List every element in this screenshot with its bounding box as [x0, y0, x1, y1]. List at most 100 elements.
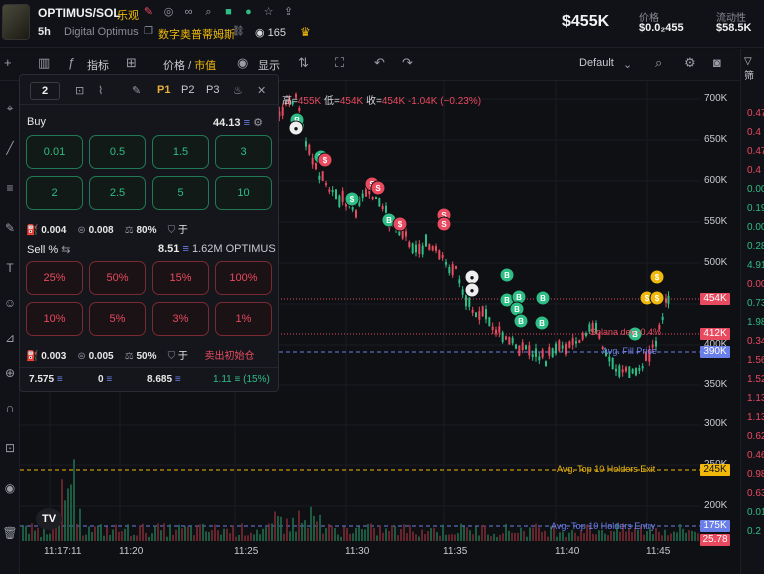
chain-link-icon[interactable]: ⛓: [232, 26, 245, 37]
trophy-icon[interactable]: ♛: [300, 25, 311, 39]
display-button[interactable]: 显示: [258, 60, 280, 72]
sell-button-4[interactable]: 100%: [215, 261, 272, 295]
volume-bar: [130, 536, 132, 541]
volume-bar: [685, 532, 687, 541]
fullscreen-icon[interactable]: ⛶: [335, 55, 345, 70]
sell-button-7[interactable]: 3%: [152, 302, 209, 336]
candle: [365, 186, 367, 197]
trash-tool-icon[interactable]: 🗑: [2, 526, 18, 540]
volume-bar: [241, 523, 243, 541]
token-avatar[interactable]: [2, 4, 30, 40]
crosshair-icon[interactable]: +: [4, 55, 12, 70]
undo-icon[interactable]: ↶: [374, 55, 385, 70]
zoom-tool-icon[interactable]: ⊕: [4, 366, 16, 380]
history-icon[interactable]: ⊡: [75, 85, 85, 97]
emoji-tool-icon[interactable]: ☺: [3, 296, 17, 310]
cursor-tool-icon[interactable]: ⌖: [6, 101, 14, 115]
templates-icon[interactable]: ⊞: [126, 55, 137, 70]
volume-bar: [301, 522, 303, 541]
volume-bar: [208, 531, 210, 541]
buy-button-7[interactable]: 5: [152, 176, 209, 210]
sell-button-6[interactable]: 5%: [89, 302, 146, 336]
trade-marker-label: $: [655, 273, 660, 282]
sell-button-8[interactable]: 1%: [215, 302, 272, 336]
sell-initial-button[interactable]: 卖出初始仓: [204, 351, 255, 362]
copy-icon[interactable]: ❐: [144, 26, 153, 37]
candle: [371, 197, 374, 200]
ruler-tool-icon[interactable]: ⊿: [4, 331, 16, 345]
volume-bar: [232, 525, 234, 541]
flame-icon[interactable]: ♨: [233, 85, 243, 97]
magnet-tool-icon[interactable]: ∩: [5, 401, 15, 415]
volume-bar: [436, 532, 438, 541]
trade-marker-label: B: [632, 330, 638, 339]
volume-bar: [328, 524, 330, 541]
brush-tool-icon[interactable]: ✎: [4, 221, 16, 235]
price-toggle[interactable]: 价格 / 市值: [163, 60, 217, 72]
volume-bar: [514, 532, 516, 541]
layout-select[interactable]: Default: [579, 57, 614, 69]
close-icon[interactable]: ✕: [257, 85, 267, 97]
ohlc-readout: 高=455K 低=454K 收=454K -1.04K (−0.23%): [282, 96, 482, 107]
share-icon[interactable]: ⇪: [283, 6, 294, 18]
buy-settings-row[interactable]: ⛽ 0.004 ⊜ 0.008 ⚖ 80% ⛉ 于: [26, 225, 188, 236]
preset-p1[interactable]: P1: [157, 84, 171, 96]
compare-icon[interactable]: ⇅: [298, 55, 309, 70]
volume-bar: [136, 535, 138, 541]
buy-button-4[interactable]: 3: [215, 135, 272, 169]
search-icon[interactable]: ⌕: [655, 55, 663, 70]
token-icon[interactable]: ●: [245, 6, 252, 18]
text-tool-icon[interactable]: T: [6, 261, 14, 275]
indicators-button[interactable]: 指标: [87, 60, 109, 72]
chart-mini-icon[interactable]: ⌇: [98, 85, 104, 97]
volume-bar: [610, 530, 612, 541]
star-icon[interactable]: ☆: [263, 6, 274, 18]
fib-tool-icon[interactable]: ≡: [6, 181, 14, 195]
stat-invested: 7.575 ≡: [29, 374, 63, 385]
globe-icon[interactable]: ◎: [163, 6, 174, 18]
side-panel: [740, 49, 764, 574]
sell-button-5[interactable]: 10%: [26, 302, 83, 336]
volume-bar: [268, 523, 270, 541]
visibility-tool-icon[interactable]: ◉: [4, 481, 16, 495]
sell-settings-row[interactable]: ⛽ 0.003 ⊜ 0.005 ⚖ 50% ⛉ 于 卖出初始仓: [26, 351, 255, 362]
settings-icon[interactable]: ⚙: [684, 55, 696, 70]
sell-button-1[interactable]: 25%: [26, 261, 83, 295]
market-cap-toggle[interactable]: 市值: [194, 60, 217, 72]
volume-bar: [181, 528, 183, 541]
wallet-count[interactable]: 2: [30, 82, 60, 100]
candle: [571, 338, 574, 345]
trade-marker-label: ●: [470, 273, 475, 282]
candle: [608, 356, 611, 362]
buy-button-5[interactable]: 2: [26, 176, 83, 210]
link-icon[interactable]: ∞: [184, 6, 193, 18]
redo-icon[interactable]: ↷: [402, 55, 413, 70]
indicators-icon[interactable]: ƒ: [68, 55, 76, 70]
camera-icon[interactable]: ◙: [713, 55, 721, 70]
buy-button-3[interactable]: 1.5: [152, 135, 209, 169]
edit-icon[interactable]: ✎: [143, 6, 154, 18]
lock-tool-icon[interactable]: ⊡: [4, 441, 16, 455]
buy-button-1[interactable]: 0.01: [26, 135, 83, 169]
layout-chevron-icon[interactable]: ⌄: [623, 59, 633, 71]
candle-type-icon[interactable]: ▥: [38, 55, 51, 70]
filter-tab[interactable]: ▽ 筛: [744, 56, 754, 82]
tradingview-logo[interactable]: TV: [36, 508, 62, 530]
project-name-cn: 数字奥普蒂姆斯: [158, 29, 235, 41]
buy-button-6[interactable]: 2.5: [89, 176, 146, 210]
buy-button-2[interactable]: 0.5: [89, 135, 146, 169]
volume-bar: [112, 529, 114, 541]
sell-button-3[interactable]: 15%: [152, 261, 209, 295]
trade-marker-label: $: [655, 294, 660, 303]
preset-p2[interactable]: P2: [181, 84, 195, 96]
edit-icon[interactable]: ✎: [132, 85, 142, 97]
header-icons: ✎ ◎ ∞ ⌕ ■ ● ☆ ⇪: [142, 6, 295, 19]
buy-button-8[interactable]: 10: [215, 176, 272, 210]
eye-icon[interactable]: ◉: [237, 55, 249, 70]
preset-p3[interactable]: P3: [206, 84, 220, 96]
sell-button-2[interactable]: 50%: [89, 261, 146, 295]
dex-icon[interactable]: ■: [225, 6, 232, 18]
trendline-tool-icon[interactable]: ╱: [6, 141, 14, 155]
search-icon[interactable]: ⌕: [205, 6, 212, 18]
volume-bar: [457, 533, 459, 541]
